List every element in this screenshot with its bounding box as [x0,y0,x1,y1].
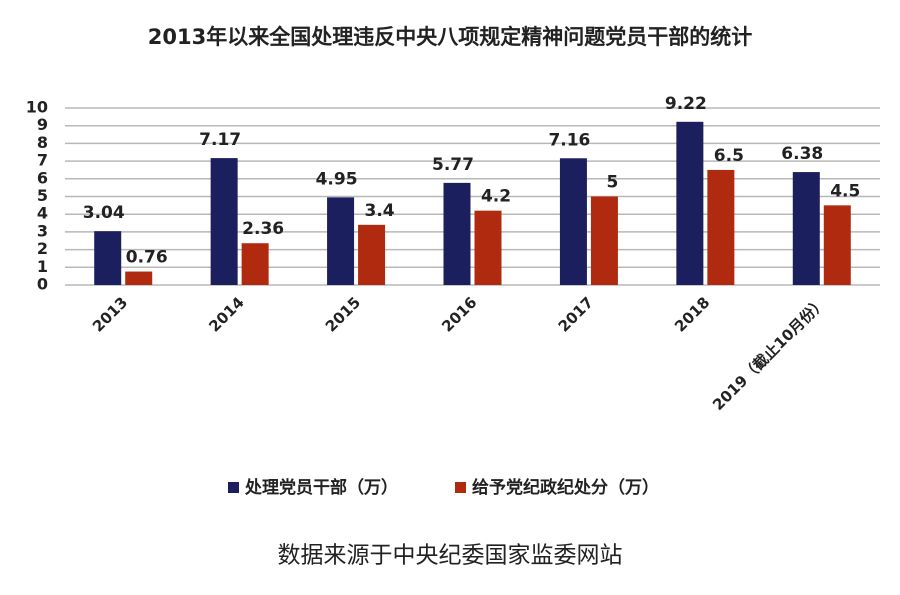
value-label: 7.16 [548,130,590,150]
value-label: 2.36 [242,219,284,239]
value-label: 4.95 [316,169,358,189]
bar [241,243,269,285]
value-label: 0.76 [126,248,168,268]
value-label: 4.2 [481,187,511,207]
legend-label: 给予党纪政纪处分（万） [472,477,659,498]
bar [327,197,355,285]
value-label: 6.5 [714,146,744,166]
bar [707,169,735,285]
source-note: 数据来源于中央纪委国家监委网站 [278,543,623,569]
bar [443,182,471,285]
y-tick-label: 5 [37,186,48,205]
value-label: 3.04 [83,203,125,223]
bar [792,172,820,285]
y-tick-label: 1 [37,257,48,276]
y-tick-label: 3 [37,221,48,240]
value-label: 4.5 [830,181,860,201]
bar [358,224,386,285]
bar [210,158,238,285]
chart-title: 2013年以来全国处理违反中央八项规定精神问题党员干部的统计 [148,25,752,49]
y-tick-label: 0 [37,275,48,294]
y-tick-label: 8 [37,133,48,152]
value-label: 5.77 [432,155,474,175]
y-tick-label: 9 [37,115,48,134]
bar [590,196,618,285]
y-tick-label: 10 [26,98,48,117]
bar [559,158,587,285]
bar [125,271,153,285]
value-label: 9.22 [665,94,707,114]
value-label: 3.4 [365,201,395,221]
bar [94,231,122,285]
y-tick-label: 7 [37,151,48,170]
bar [823,205,851,285]
y-tick-label: 2 [37,239,48,258]
legend-swatch [455,482,466,493]
y-tick-label: 6 [37,168,48,187]
legend-swatch [228,482,239,493]
value-label: 7.17 [199,130,241,150]
bar [474,210,502,285]
bar [676,121,704,285]
value-label: 6.38 [781,144,823,164]
value-label: 5 [607,173,619,193]
legend-label: 处理党员干部（万） [244,477,398,498]
y-tick-label: 4 [37,204,48,223]
